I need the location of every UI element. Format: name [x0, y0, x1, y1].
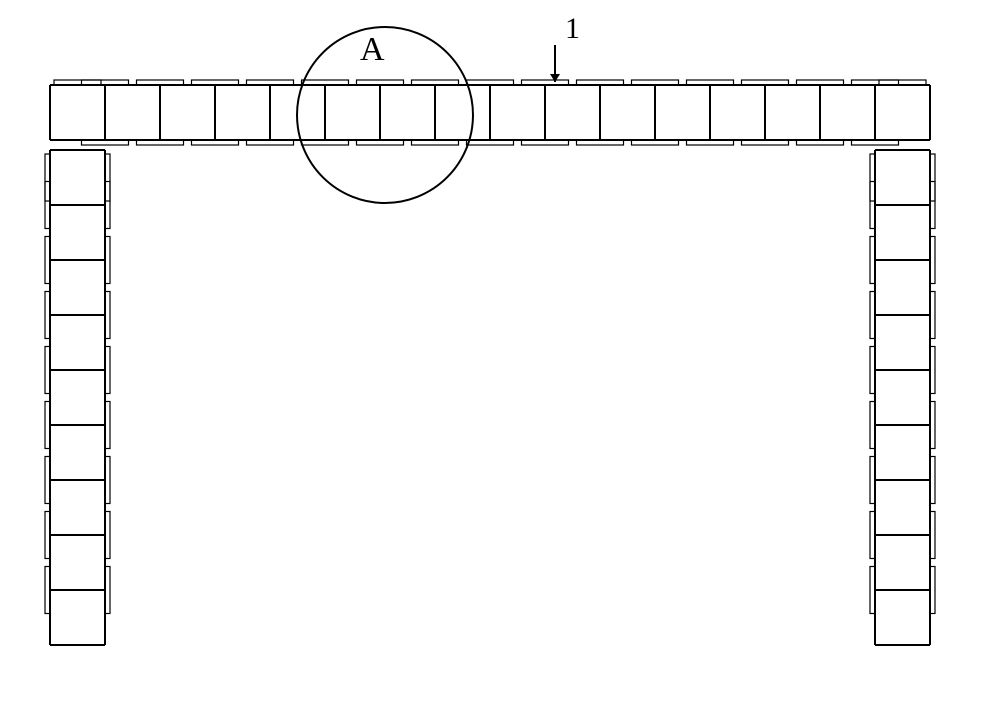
detail-circle — [297, 27, 473, 203]
label-1: 1 — [565, 12, 580, 45]
callout-arrow-1 — [550, 45, 560, 82]
right-column — [870, 150, 935, 645]
left-column — [45, 150, 110, 645]
label-a: A — [360, 31, 385, 68]
top-beam — [50, 80, 930, 145]
